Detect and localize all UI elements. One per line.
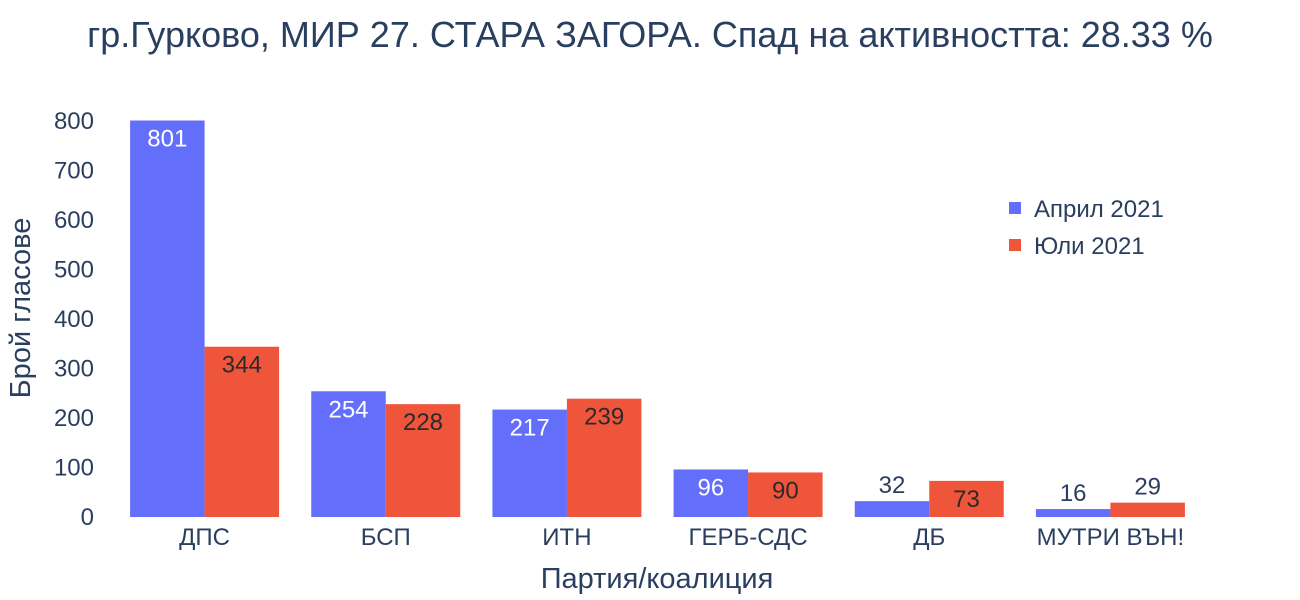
y-axis-title: Брой гласове bbox=[5, 218, 37, 399]
bar-value-label: 239 bbox=[584, 404, 624, 431]
legend-item[interactable]: Април 2021 bbox=[1009, 196, 1164, 223]
bar[interactable] bbox=[204, 346, 280, 517]
bar-value-label: 217 bbox=[510, 415, 550, 442]
legend[interactable]: Април 2021 Юли 2021 bbox=[1009, 196, 1164, 260]
bars-group bbox=[130, 120, 1185, 517]
bar[interactable] bbox=[673, 469, 749, 517]
bar[interactable] bbox=[311, 391, 386, 517]
bar-value-label: 73 bbox=[953, 486, 980, 513]
legend-label: Юли 2021 bbox=[1034, 233, 1145, 260]
bar-value-label: 344 bbox=[222, 352, 262, 379]
x-tick-label: ДПС bbox=[179, 524, 230, 551]
y-tick-label: 300 bbox=[54, 356, 94, 383]
y-tick-label: 400 bbox=[54, 306, 94, 333]
y-axis-ticks: 0 100 200 300 400 500 600 700 800 bbox=[54, 108, 94, 531]
bar-value-label: 16 bbox=[1060, 480, 1087, 507]
bar[interactable] bbox=[929, 480, 1004, 517]
bar-value-label: 32 bbox=[879, 472, 906, 499]
y-tick-label: 600 bbox=[54, 207, 94, 234]
bar-value-label: 29 bbox=[1134, 474, 1161, 501]
x-tick-label: ИТН bbox=[542, 524, 591, 551]
bar-value-label: 90 bbox=[772, 477, 799, 504]
y-tick-label: 800 bbox=[54, 108, 94, 135]
bar[interactable] bbox=[492, 409, 567, 517]
bar[interactable] bbox=[566, 398, 642, 517]
bar-value-label: 254 bbox=[328, 396, 368, 423]
x-axis-ticks: ДПС БСП ИТН ГЕРБ-СДС ДБ МУТРИ ВЪН! bbox=[179, 524, 1184, 551]
bar-value-label: 228 bbox=[403, 409, 443, 436]
y-tick-label: 100 bbox=[54, 455, 94, 482]
x-tick-label: МУТРИ ВЪН! bbox=[1037, 524, 1184, 551]
bar-value-label: 96 bbox=[697, 474, 724, 501]
chart-title: гр.Гурково, МИР 27. СТАРА ЗАГОРА. Спад н… bbox=[87, 14, 1213, 55]
legend-swatch bbox=[1009, 239, 1021, 251]
bar[interactable] bbox=[748, 472, 823, 517]
legend-swatch bbox=[1009, 202, 1021, 214]
legend-label: Април 2021 bbox=[1034, 196, 1164, 223]
bar[interactable] bbox=[854, 501, 930, 517]
x-tick-label: БСП bbox=[361, 524, 411, 551]
bar-value-label: 801 bbox=[147, 126, 187, 153]
bar[interactable] bbox=[1110, 502, 1185, 517]
y-tick-label: 500 bbox=[54, 257, 94, 284]
bar[interactable] bbox=[385, 404, 461, 517]
bar[interactable] bbox=[1035, 509, 1111, 517]
y-tick-label: 0 bbox=[81, 504, 94, 531]
bar-labels-group: 801 344 254 228 217 239 96 90 32 73 16 29 bbox=[147, 126, 1161, 513]
x-tick-label: ДБ bbox=[913, 524, 945, 551]
x-tick-label: ГЕРБ-СДС bbox=[689, 524, 808, 551]
y-tick-label: 200 bbox=[54, 405, 94, 432]
x-axis-title: Партия/коалиция bbox=[541, 563, 774, 595]
bar[interactable] bbox=[130, 120, 205, 517]
y-tick-label: 700 bbox=[54, 158, 94, 185]
legend-item[interactable]: Юли 2021 bbox=[1009, 233, 1145, 260]
